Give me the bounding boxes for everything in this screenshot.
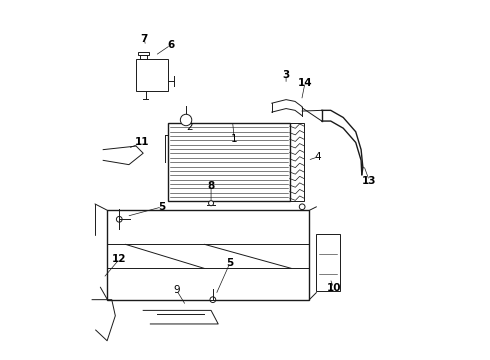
Bar xyxy=(140,55,147,59)
Bar xyxy=(107,210,309,300)
Circle shape xyxy=(209,201,214,206)
Text: 4: 4 xyxy=(315,152,321,162)
Bar xyxy=(290,123,304,202)
Bar xyxy=(138,52,148,55)
Text: 5: 5 xyxy=(158,202,166,212)
Text: 12: 12 xyxy=(112,254,126,264)
Bar xyxy=(168,123,290,202)
Text: 5: 5 xyxy=(226,258,234,268)
Circle shape xyxy=(210,297,216,302)
Text: 3: 3 xyxy=(282,69,290,80)
Circle shape xyxy=(299,204,305,210)
Text: 8: 8 xyxy=(207,181,215,192)
Text: 11: 11 xyxy=(135,138,149,148)
Text: 13: 13 xyxy=(362,176,376,186)
Bar xyxy=(136,59,168,91)
Text: 2: 2 xyxy=(186,122,193,132)
Text: 14: 14 xyxy=(298,78,312,88)
Circle shape xyxy=(117,216,122,222)
Circle shape xyxy=(180,114,192,126)
Text: 9: 9 xyxy=(173,285,180,295)
Bar xyxy=(317,234,340,291)
Text: 7: 7 xyxy=(141,34,148,44)
Text: 10: 10 xyxy=(326,283,341,293)
Text: 6: 6 xyxy=(167,40,174,50)
Text: 1: 1 xyxy=(231,134,238,144)
